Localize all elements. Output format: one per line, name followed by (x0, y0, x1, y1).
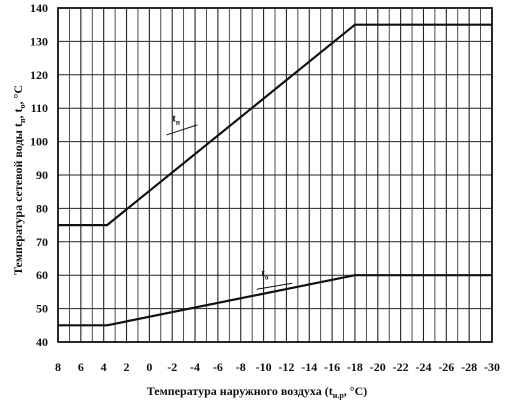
x-tick-label: 0 (146, 360, 152, 374)
x-axis-label: Температура наружного воздуха (tн.р, °C) (147, 384, 368, 400)
x-tick-label: -8 (236, 360, 246, 374)
x-tick-label: -10 (256, 360, 272, 374)
y-tick-label: 80 (36, 201, 48, 215)
y-tick-label: 40 (36, 335, 48, 349)
y-axis-label: Температура сетевой воды tп, tо, °C (11, 85, 27, 275)
series-line-return (58, 274, 492, 327)
series-label: tо (261, 268, 269, 282)
x-tick-label: -2 (167, 360, 177, 374)
y-tick-label: 50 (36, 302, 48, 316)
y-tick-label: 130 (30, 34, 48, 48)
y-tick-label: 110 (31, 101, 48, 115)
y-tick-label: 140 (30, 1, 48, 15)
series-label-leader (166, 124, 198, 136)
y-tick-label: 100 (30, 135, 48, 149)
x-tick-label: -30 (484, 360, 500, 374)
x-tick-label: -12 (278, 360, 294, 374)
y-tick-label: 60 (36, 268, 48, 282)
x-tick-label: -22 (393, 360, 409, 374)
x-tick-label: -20 (370, 360, 386, 374)
x-tick-label: -18 (347, 360, 363, 374)
x-tick-label: 6 (78, 360, 84, 374)
x-tick-label: -28 (461, 360, 477, 374)
y-tick-label: 70 (36, 235, 48, 249)
y-tick-label: 120 (30, 68, 48, 82)
x-tick-label: -6 (213, 360, 223, 374)
y-tick-label: 90 (36, 168, 48, 182)
series-line-supply (58, 23, 492, 227)
series-label: tп (172, 113, 180, 127)
x-tick-label: -4 (190, 360, 200, 374)
x-tick-label: -16 (324, 360, 340, 374)
x-tick-label: 4 (101, 360, 107, 374)
plot-frame (57, 7, 493, 343)
y-tick-labels: 40 50 60 70 80 90 100 110 120 130 140 (30, 1, 48, 349)
series-label-leader (256, 282, 293, 290)
x-tick-label: -24 (415, 360, 431, 374)
x-tick-label: -26 (438, 360, 454, 374)
x-tick-labels: 8 6 4 2 0 -2 -4 -6 -8 -10 -12 -14 -16 -18 -20 -22 -24 -26… (55, 360, 500, 374)
x-tick-label: 2 (124, 360, 130, 374)
x-tick-label: 8 (55, 360, 61, 374)
x-tick-label: -14 (301, 360, 317, 374)
data-series: tп tо (58, 23, 492, 327)
